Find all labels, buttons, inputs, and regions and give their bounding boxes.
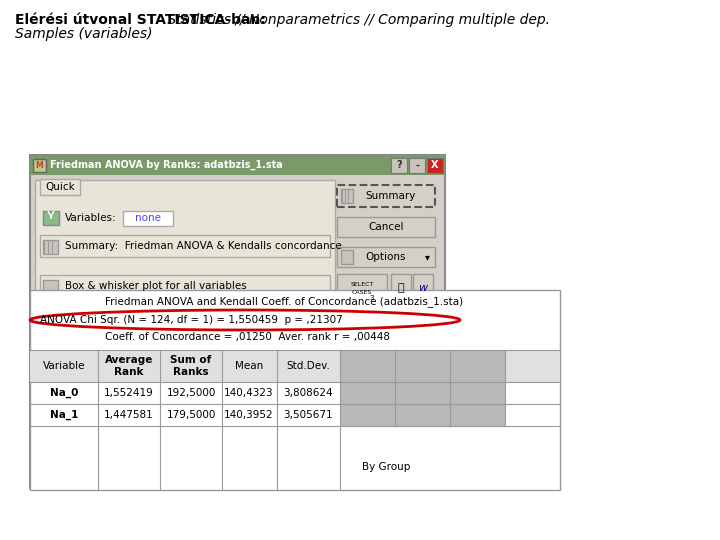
- Text: Cancel: Cancel: [368, 222, 404, 232]
- Text: none: none: [135, 213, 161, 223]
- FancyBboxPatch shape: [450, 350, 505, 382]
- Text: CASES: CASES: [352, 289, 372, 294]
- FancyBboxPatch shape: [43, 240, 58, 254]
- Text: Samples (variables): Samples (variables): [15, 27, 153, 41]
- Text: Quick: Quick: [45, 182, 75, 192]
- Text: Sum of
Ranks: Sum of Ranks: [171, 355, 212, 377]
- FancyBboxPatch shape: [40, 275, 330, 297]
- FancyBboxPatch shape: [341, 189, 353, 203]
- FancyBboxPatch shape: [30, 155, 445, 175]
- FancyBboxPatch shape: [30, 350, 560, 382]
- Text: Statistics // Nonparametrics // Comparing multiple dep.: Statistics // Nonparametrics // Comparin…: [163, 13, 550, 27]
- Text: Box & whisker plot for all variables: Box & whisker plot for all variables: [65, 281, 247, 291]
- FancyBboxPatch shape: [395, 350, 450, 382]
- FancyBboxPatch shape: [337, 456, 435, 478]
- Text: 1,447581: 1,447581: [104, 410, 154, 420]
- FancyBboxPatch shape: [341, 460, 353, 474]
- Text: X: X: [431, 160, 438, 171]
- Text: SELECT: SELECT: [351, 281, 374, 287]
- FancyBboxPatch shape: [43, 211, 59, 225]
- Text: Friedman ANOVA and Kendall Coeff. of Concordance (adatbzis_1.sta): Friedman ANOVA and Kendall Coeff. of Con…: [105, 296, 463, 307]
- FancyBboxPatch shape: [413, 274, 433, 302]
- Text: 179,5000: 179,5000: [166, 410, 216, 420]
- FancyBboxPatch shape: [337, 185, 435, 207]
- FancyBboxPatch shape: [450, 382, 505, 404]
- Text: 140,3952: 140,3952: [224, 410, 274, 420]
- FancyBboxPatch shape: [409, 158, 425, 173]
- FancyBboxPatch shape: [43, 280, 58, 294]
- FancyBboxPatch shape: [395, 404, 450, 426]
- FancyBboxPatch shape: [395, 382, 450, 404]
- Text: Mean: Mean: [235, 361, 263, 371]
- FancyBboxPatch shape: [337, 217, 435, 237]
- Text: 192,5000: 192,5000: [166, 388, 216, 398]
- Text: ANOVA Chi Sqr. (N = 124, df = 1) = 1,550459  p = ,21307: ANOVA Chi Sqr. (N = 124, df = 1) = 1,550…: [40, 315, 343, 325]
- Text: -: -: [415, 160, 419, 171]
- FancyBboxPatch shape: [450, 404, 505, 426]
- FancyBboxPatch shape: [391, 158, 407, 173]
- Text: 3,505671: 3,505671: [283, 410, 333, 420]
- Text: Summary:  Friedman ANOVA & Kendalls concordance: Summary: Friedman ANOVA & Kendalls conco…: [65, 241, 342, 251]
- Text: 3: 3: [370, 295, 374, 301]
- FancyBboxPatch shape: [40, 179, 80, 195]
- FancyBboxPatch shape: [427, 158, 443, 173]
- Text: Options: Options: [366, 252, 406, 262]
- FancyBboxPatch shape: [30, 290, 560, 490]
- FancyBboxPatch shape: [35, 180, 335, 483]
- FancyBboxPatch shape: [337, 274, 387, 302]
- Text: Average
Rank: Average Rank: [105, 355, 153, 377]
- FancyBboxPatch shape: [123, 211, 173, 226]
- FancyBboxPatch shape: [340, 382, 395, 404]
- Text: By Group: By Group: [362, 462, 410, 472]
- FancyBboxPatch shape: [391, 274, 411, 302]
- FancyBboxPatch shape: [337, 247, 435, 267]
- Text: 🔒: 🔒: [397, 283, 405, 293]
- FancyBboxPatch shape: [33, 159, 46, 172]
- Text: M: M: [35, 161, 43, 171]
- FancyBboxPatch shape: [340, 350, 395, 382]
- Text: Variable: Variable: [42, 361, 85, 371]
- Text: Summary: Summary: [366, 191, 416, 201]
- Text: w: w: [418, 283, 428, 293]
- Text: 140,4323: 140,4323: [224, 388, 274, 398]
- Text: Friedman ANOVA by Ranks: adatbzis_1.sta: Friedman ANOVA by Ranks: adatbzis_1.sta: [50, 160, 283, 170]
- Text: ?: ?: [396, 160, 402, 171]
- Text: Na_1: Na_1: [50, 410, 78, 420]
- FancyBboxPatch shape: [340, 404, 395, 426]
- Text: Na_0: Na_0: [50, 388, 78, 398]
- Text: Std.Dev.: Std.Dev.: [286, 361, 330, 371]
- Text: Coeff. of Concordance = ,01250  Aver. rank r = ,00448: Coeff. of Concordance = ,01250 Aver. ran…: [105, 332, 390, 342]
- Text: Elérési útvonal STATISTICA-ban:: Elérési útvonal STATISTICA-ban:: [15, 13, 266, 27]
- Text: 3,808624: 3,808624: [283, 388, 333, 398]
- Text: Variables:: Variables:: [65, 213, 117, 223]
- FancyBboxPatch shape: [40, 235, 330, 257]
- Text: 1,552419: 1,552419: [104, 388, 154, 398]
- Text: ▾: ▾: [425, 252, 429, 262]
- FancyBboxPatch shape: [30, 155, 445, 488]
- FancyBboxPatch shape: [341, 250, 353, 264]
